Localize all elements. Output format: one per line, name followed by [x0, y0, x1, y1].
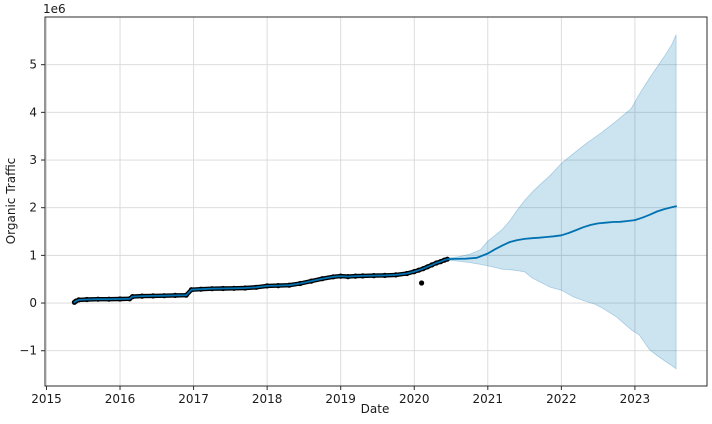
x-tick-label: 2016	[105, 392, 136, 406]
plot-border	[44, 16, 708, 387]
uncertainty-band-area	[446, 34, 677, 370]
x-tick-label: 2019	[325, 392, 356, 406]
y-axis-offset-text: 1e6	[43, 2, 66, 16]
x-tick-label: 2023	[620, 392, 651, 406]
x-tick-label: 2018	[252, 392, 283, 406]
observed-outlier-point	[419, 280, 425, 286]
forecast-trend-line	[73, 205, 677, 304]
x-tick-label: 2020	[399, 392, 430, 406]
axis-tick-labels: 2015 2016 2017 2018 2019 2020 2021 2022 2023 −1 0 1…	[19, 58, 650, 406]
x-tick-label: 2017	[178, 392, 209, 406]
y-axis-label: Organic Traffic	[4, 157, 18, 245]
axis-ticks	[41, 64, 636, 390]
y-tick-label: 2	[29, 201, 37, 215]
x-tick-label: 2015	[31, 392, 62, 406]
grid-lines	[45, 17, 707, 386]
axes-spines	[44, 16, 708, 387]
x-tick-label: 2021	[473, 392, 504, 406]
y-tick-label: 5	[29, 58, 37, 72]
y-tick-label: 3	[29, 153, 37, 167]
forecast-line	[73, 205, 677, 304]
x-tick-label: 2022	[546, 392, 577, 406]
y-tick-label: −1	[19, 344, 37, 358]
y-tick-label: 0	[29, 296, 37, 310]
observed-points	[71, 256, 450, 305]
y-tick-label: 4	[29, 105, 37, 119]
uncertainty-band	[446, 34, 677, 370]
x-axis-label: Date	[360, 402, 390, 416]
y-tick-label: 1	[29, 248, 37, 262]
